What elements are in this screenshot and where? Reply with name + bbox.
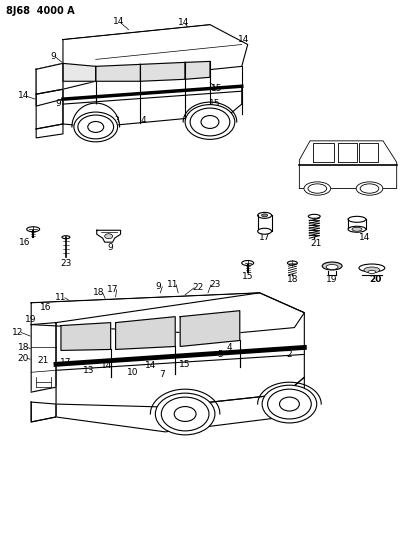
Ellipse shape xyxy=(242,261,254,265)
Text: 5: 5 xyxy=(217,350,223,359)
Text: 22: 22 xyxy=(192,284,204,293)
Polygon shape xyxy=(96,64,141,81)
Polygon shape xyxy=(31,322,56,392)
Polygon shape xyxy=(31,293,304,335)
Text: 17: 17 xyxy=(60,358,72,367)
Text: 14: 14 xyxy=(113,17,124,26)
Ellipse shape xyxy=(326,264,338,270)
Text: 4: 4 xyxy=(227,343,233,352)
Text: 18: 18 xyxy=(286,276,298,285)
Ellipse shape xyxy=(356,182,383,195)
Text: 9: 9 xyxy=(108,243,113,252)
Polygon shape xyxy=(180,311,240,346)
Text: 12: 12 xyxy=(12,328,23,337)
Text: 3: 3 xyxy=(114,117,120,125)
Ellipse shape xyxy=(258,212,272,219)
Ellipse shape xyxy=(74,112,118,142)
Polygon shape xyxy=(115,317,175,350)
Polygon shape xyxy=(56,377,304,432)
Ellipse shape xyxy=(185,104,235,139)
Ellipse shape xyxy=(322,262,342,270)
Ellipse shape xyxy=(105,234,113,239)
Text: 17: 17 xyxy=(259,233,270,241)
Text: 21: 21 xyxy=(311,239,322,248)
Polygon shape xyxy=(63,86,242,127)
Text: 16: 16 xyxy=(18,238,30,247)
Text: 6: 6 xyxy=(199,106,205,115)
Polygon shape xyxy=(36,89,63,129)
Text: 9: 9 xyxy=(50,52,56,61)
Polygon shape xyxy=(36,63,63,94)
Text: 8J68  4000 A: 8J68 4000 A xyxy=(6,6,75,16)
Text: 14: 14 xyxy=(178,18,189,27)
Text: 14: 14 xyxy=(145,361,156,370)
Polygon shape xyxy=(56,293,304,407)
Ellipse shape xyxy=(262,214,268,217)
Text: 10: 10 xyxy=(127,368,138,377)
Ellipse shape xyxy=(308,214,320,219)
Ellipse shape xyxy=(258,228,272,234)
Text: 13: 13 xyxy=(83,366,95,375)
Polygon shape xyxy=(36,63,96,94)
Polygon shape xyxy=(74,105,118,127)
Ellipse shape xyxy=(304,182,331,195)
Text: 19: 19 xyxy=(25,315,37,324)
Text: 20: 20 xyxy=(369,276,382,285)
Text: 4: 4 xyxy=(141,117,146,125)
Polygon shape xyxy=(31,402,56,422)
Text: 18: 18 xyxy=(18,343,29,352)
Ellipse shape xyxy=(287,261,298,265)
Ellipse shape xyxy=(364,267,380,273)
Text: 15: 15 xyxy=(179,360,191,369)
Text: 1: 1 xyxy=(88,116,94,125)
Polygon shape xyxy=(141,62,185,81)
Polygon shape xyxy=(36,124,63,138)
Text: 15: 15 xyxy=(209,99,221,108)
Text: 23: 23 xyxy=(209,280,221,289)
Text: 2: 2 xyxy=(286,350,292,359)
Polygon shape xyxy=(63,63,96,81)
Polygon shape xyxy=(299,141,397,189)
Ellipse shape xyxy=(352,227,362,231)
Text: 17: 17 xyxy=(107,285,118,294)
Ellipse shape xyxy=(27,227,39,232)
Polygon shape xyxy=(97,230,120,242)
Ellipse shape xyxy=(62,236,70,239)
Ellipse shape xyxy=(348,227,366,232)
Text: 11: 11 xyxy=(55,293,67,302)
Text: 14: 14 xyxy=(18,91,29,100)
Text: 15: 15 xyxy=(242,272,254,281)
Ellipse shape xyxy=(155,393,215,435)
Ellipse shape xyxy=(262,385,317,423)
Text: 18: 18 xyxy=(93,288,104,297)
Ellipse shape xyxy=(348,216,366,222)
Text: 14: 14 xyxy=(101,361,112,370)
Text: 15: 15 xyxy=(211,84,223,93)
Ellipse shape xyxy=(359,264,385,272)
Polygon shape xyxy=(63,25,248,81)
Text: 9: 9 xyxy=(155,282,161,292)
Polygon shape xyxy=(36,63,63,106)
Text: 9: 9 xyxy=(55,99,61,108)
Text: 16: 16 xyxy=(40,303,52,312)
Polygon shape xyxy=(31,387,56,422)
Text: 7: 7 xyxy=(159,370,165,379)
Ellipse shape xyxy=(368,270,376,273)
Text: 19: 19 xyxy=(326,276,338,285)
Text: 14: 14 xyxy=(359,233,371,241)
Text: 14: 14 xyxy=(238,35,249,44)
Text: 23: 23 xyxy=(60,259,72,268)
Text: 11: 11 xyxy=(166,280,178,289)
Polygon shape xyxy=(185,61,210,79)
Text: 20: 20 xyxy=(18,354,29,363)
Polygon shape xyxy=(61,322,111,350)
Text: 21: 21 xyxy=(37,356,49,365)
